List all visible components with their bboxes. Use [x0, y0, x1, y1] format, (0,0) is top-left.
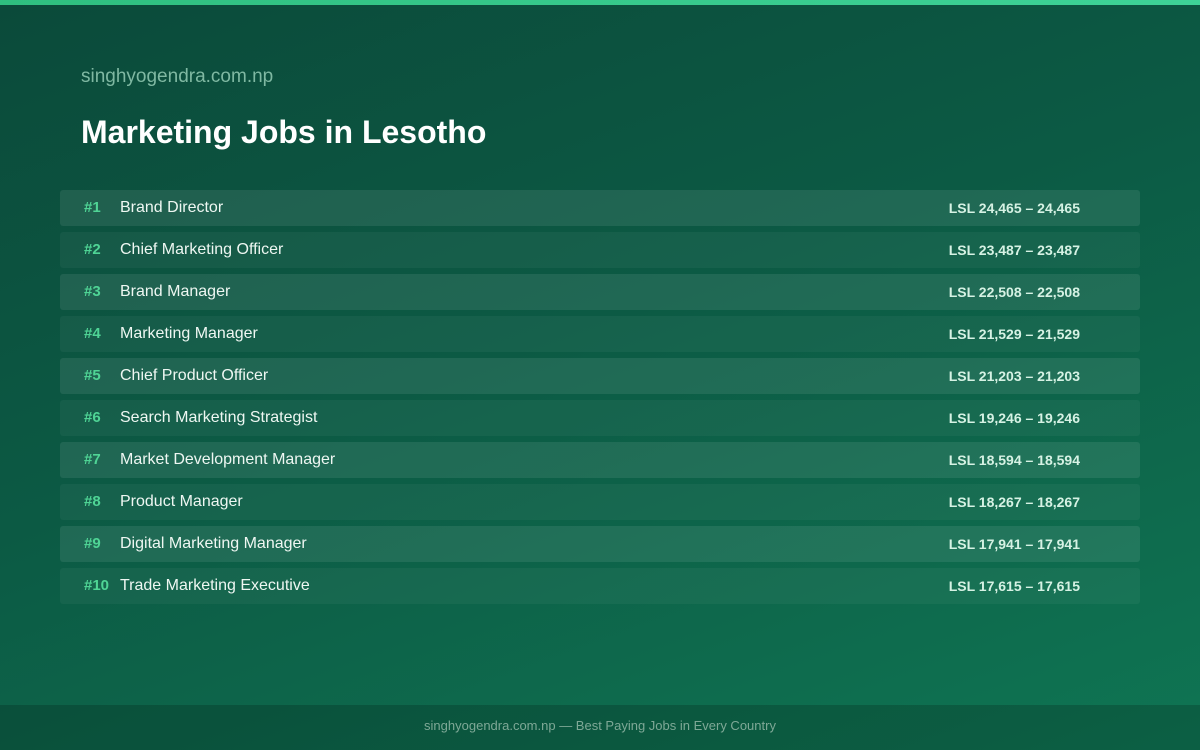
salary-range: LSL 18,594 – 18,594 [948, 452, 1080, 468]
rank: #9 [84, 535, 101, 552]
salary-range: LSL 21,203 – 21,203 [948, 368, 1080, 384]
job-row: #10 Trade Marketing Executive LSL 17,615 –… [60, 568, 1140, 604]
rank: #4 [84, 325, 101, 342]
job-row: #4 Marketing Manager LSL 21,529 – 21,529 [60, 316, 1140, 352]
rank: #1 [84, 199, 101, 216]
job-row: #1 Brand Director LSL 24,465 – 24,465 [60, 190, 1140, 226]
job-title: Chief Product Officer [120, 367, 269, 384]
job-title: Search Marketing Strategist [120, 409, 318, 426]
salary-range: LSL 19,246 – 19,246 [948, 410, 1080, 426]
footer: singhyogendra.com.np — Best Paying Jobs … [0, 705, 1200, 750]
job-title: Brand Director [120, 199, 224, 216]
job-list: #1 Brand Director LSL 24,465 – 24,465 #2 Chi… [60, 190, 1140, 610]
job-row: #6 Search Marketing Strategist LSL 19,246 … [60, 400, 1140, 436]
job-title: Product Manager [120, 493, 243, 510]
page-title: Marketing Jobs in Lesotho [81, 114, 487, 150]
job-row: #8 Product Manager LSL 18,267 – 18,267 [60, 484, 1140, 520]
rank: #2 [84, 241, 101, 258]
job-row: #9 Digital Marketing Manager LSL 17,941 – … [60, 526, 1140, 562]
site-name: singhyogendra.com.np [81, 66, 274, 87]
rank: #3 [84, 283, 101, 300]
job-title: Brand Manager [120, 283, 231, 300]
salary-range: LSL 17,615 – 17,615 [948, 578, 1080, 594]
job-title: Chief Marketing Officer [120, 241, 284, 258]
job-row: #3 Brand Manager LSL 22,508 – 22,508 [60, 274, 1140, 310]
rank: #6 [84, 409, 101, 426]
salary-range: LSL 22,508 – 22,508 [948, 284, 1080, 300]
salary-range: LSL 23,487 – 23,487 [948, 242, 1080, 258]
job-title: Market Development Manager [120, 451, 336, 468]
rank: #5 [84, 367, 101, 384]
salary-range: LSL 18,267 – 18,267 [948, 494, 1080, 510]
rank: #10 [84, 577, 110, 594]
job-title: Trade Marketing Executive [120, 577, 310, 594]
job-title: Marketing Manager [120, 325, 258, 342]
rank: #7 [84, 451, 101, 468]
job-row: #5 Chief Product Officer LSL 21,203 – 21,2… [60, 358, 1140, 394]
job-row: #2 Chief Marketing Officer LSL 23,487 – 23… [60, 232, 1140, 268]
job-row: #7 Market Development Manager LSL 18,594 –… [60, 442, 1140, 478]
job-title: Digital Marketing Manager [120, 535, 307, 552]
salary-range: LSL 24,465 – 24,465 [948, 200, 1080, 216]
top-bar [0, 0, 1200, 5]
salary-range: LSL 21,529 – 21,529 [948, 326, 1080, 342]
salary-range: LSL 17,941 – 17,941 [948, 536, 1080, 552]
rank: #8 [84, 493, 101, 510]
